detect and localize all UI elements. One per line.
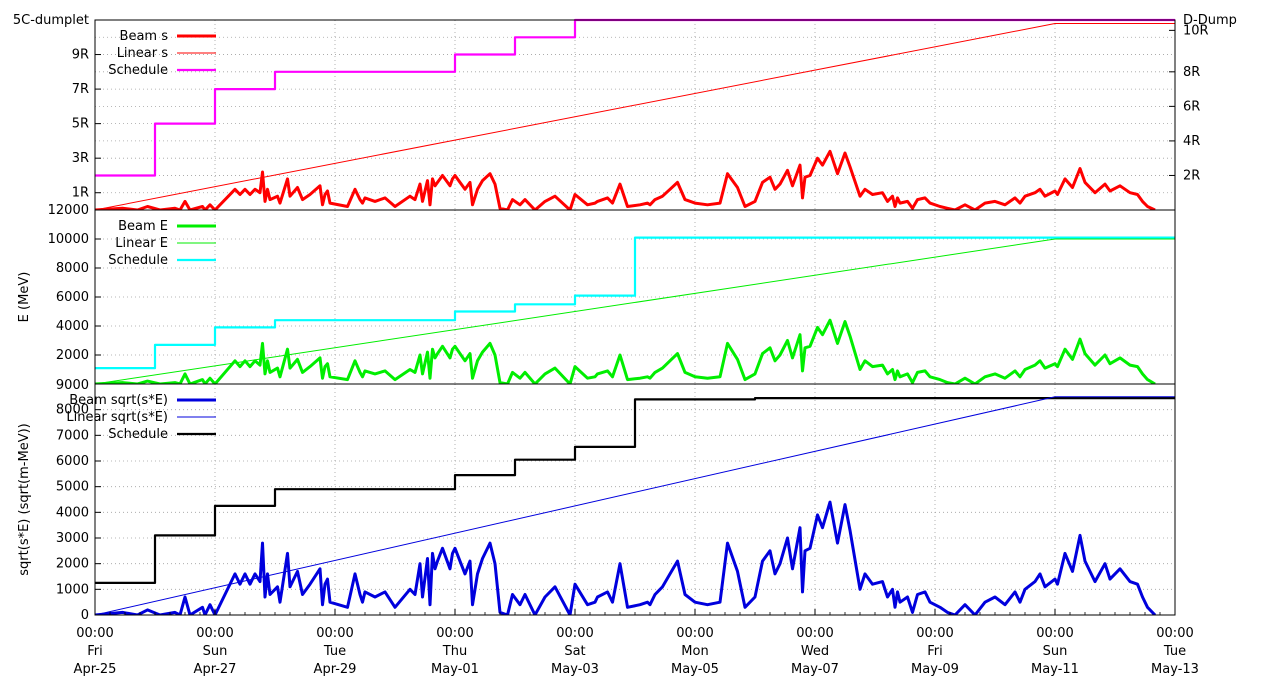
y-tick-label: 5C-dumplet <box>13 13 89 28</box>
series-line-schedule <box>95 397 1175 585</box>
series-line-schedule <box>95 18 1175 177</box>
y-right-tick-label: D-Dump <box>1183 13 1237 28</box>
x-tick-label: Apr-27 <box>194 662 237 677</box>
panel-plot-area <box>95 236 1175 384</box>
series-line-beam-e <box>95 318 1156 384</box>
x-tick-label: 00:00 <box>76 626 113 641</box>
y-tick-label: 9000 <box>56 378 89 393</box>
y-right-tick-label: 2R <box>1183 168 1200 183</box>
legend-label: Schedule <box>108 253 168 268</box>
series-line-linear-s <box>95 23 1175 210</box>
series-line-beam-sqrt-s-e <box>95 500 1157 615</box>
y-tick-label: 6000 <box>56 290 89 305</box>
y-tick-label: 1000 <box>56 582 89 597</box>
legend-label: Beam E <box>118 219 168 234</box>
y-tick-label: 3R <box>72 151 89 166</box>
legend-label: Linear sqrt(s*E) <box>66 410 168 425</box>
y-right-tick-label: 10R <box>1183 23 1209 38</box>
y-tick-label: 10000 <box>48 232 89 247</box>
y-axis-title: sqrt(s*E) (sqrt(m-MeV)) <box>17 423 32 575</box>
series-line-schedule <box>95 236 1175 370</box>
y-tick-label: 5R <box>72 117 89 132</box>
x-tick-label: Sun <box>203 644 228 659</box>
x-tick-label: 00:00 <box>196 626 233 641</box>
y-tick-label: 3000 <box>56 531 89 546</box>
y-tick-label: 8000 <box>56 261 89 276</box>
x-tick-label: Apr-29 <box>314 662 357 677</box>
x-tick-label: 00:00 <box>1156 626 1193 641</box>
y-tick-label: 6000 <box>56 454 89 469</box>
legend-label: Beam sqrt(s*E) <box>69 393 168 408</box>
y-tick-label: 4000 <box>56 505 89 520</box>
legend-label: Schedule <box>108 427 168 442</box>
panel-frame <box>94 19 1176 211</box>
series-line-beam-s <box>95 149 1156 210</box>
x-tick-label: May-01 <box>431 662 479 677</box>
y-tick-label: 7R <box>72 82 89 97</box>
y-tick-label: 4000 <box>56 319 89 334</box>
x-tick-label: May-11 <box>1031 662 1079 677</box>
x-tick-label: 00:00 <box>676 626 713 641</box>
x-tick-label: Tue <box>323 644 346 659</box>
x-tick-label: 00:00 <box>556 626 593 641</box>
y-tick-label: 9R <box>72 48 89 63</box>
legend-label: Beam s <box>120 29 169 44</box>
legend-label: Schedule <box>108 63 168 78</box>
panel-plot-area <box>95 396 1175 615</box>
y-tick-label: 2000 <box>56 348 89 363</box>
y-tick-label: 2000 <box>56 557 89 572</box>
x-tick-label: Sat <box>564 644 585 659</box>
x-tick-label: May-03 <box>551 662 599 677</box>
series-line-linear-sqrt-s-e <box>95 396 1175 615</box>
x-tick-label: May-13 <box>1151 662 1199 677</box>
y-tick-label: 12000 <box>48 203 89 218</box>
x-tick-label: Wed <box>801 644 829 659</box>
legend-label: Linear s <box>117 46 169 61</box>
series-line-linear-e <box>95 238 1175 384</box>
y-tick-label: 1R <box>72 186 89 201</box>
y-tick-label: 0 <box>81 608 89 623</box>
x-tick-label: 00:00 <box>316 626 353 641</box>
x-tick-label: Thu <box>442 644 467 659</box>
x-tick-label: Apr-25 <box>74 662 117 677</box>
y-right-tick-label: 6R <box>1183 99 1200 114</box>
x-tick-label: May-05 <box>671 662 719 677</box>
x-tick-label: 00:00 <box>916 626 953 641</box>
x-tick-label: 00:00 <box>796 626 833 641</box>
legend-label: Linear E <box>115 236 168 251</box>
x-tick-label: Mon <box>681 644 708 659</box>
x-tick-label: Fri <box>87 644 103 659</box>
y-right-tick-label: 8R <box>1183 65 1200 80</box>
y-tick-label: 8000 <box>56 403 89 418</box>
x-tick-label: May-09 <box>911 662 959 677</box>
x-tick-label: Sun <box>1043 644 1068 659</box>
panel-plot-area <box>95 18 1175 210</box>
y-tick-label: 7000 <box>56 428 89 443</box>
y-axis-title: E (MeV) <box>17 272 32 323</box>
y-right-tick-label: 4R <box>1183 134 1200 149</box>
x-tick-label: May-07 <box>791 662 839 677</box>
x-tick-label: Tue <box>1163 644 1186 659</box>
x-tick-label: 00:00 <box>436 626 473 641</box>
x-tick-label: Fri <box>927 644 943 659</box>
x-tick-label: 00:00 <box>1036 626 1073 641</box>
y-tick-label: 5000 <box>56 480 89 495</box>
